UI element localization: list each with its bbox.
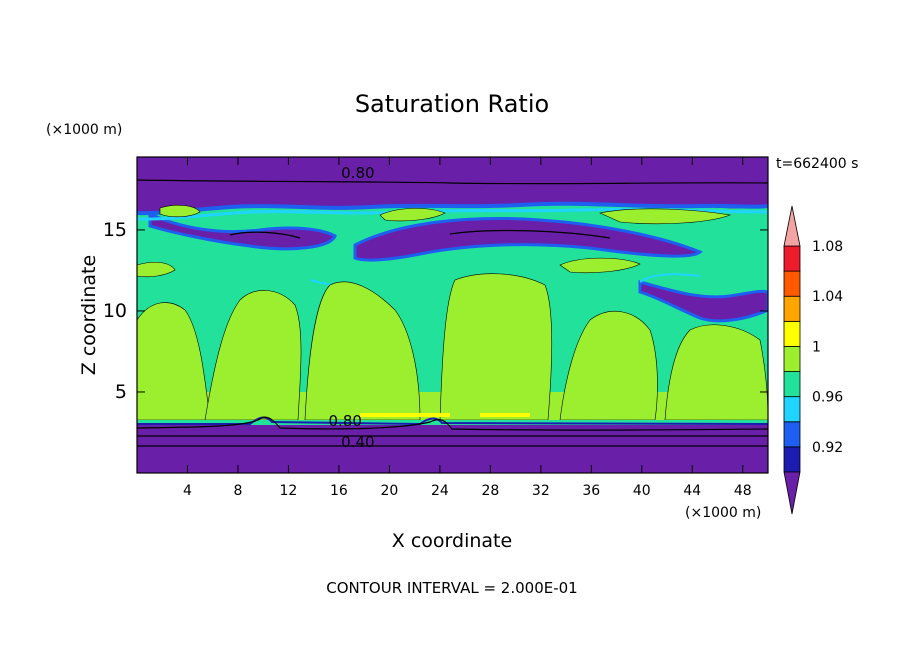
colorbar-label: 1: [812, 339, 821, 355]
time-label: t=662400 s: [776, 156, 858, 172]
colorbar: 1.08 1.04 1 0.96 0.92: [783, 205, 843, 515]
x-tick-label: 28: [481, 483, 499, 499]
colorbar-label: 0.92: [812, 440, 843, 456]
boundary-dry-layer: [137, 425, 768, 473]
upper-moist-patch-3: [599, 208, 732, 225]
colorbar-swatch: [783, 421, 801, 448]
super-saturated-strip-2: [480, 413, 530, 417]
tower-3: [304, 281, 421, 421]
colorbar-swatch: [783, 270, 801, 297]
upper-moist-patch-1: [159, 204, 201, 218]
y-axis: 5 10 15: [103, 219, 768, 403]
contour-field: [137, 157, 768, 473]
y-tick-label: 5: [115, 381, 127, 403]
colorbar-min-arrow: [783, 471, 801, 515]
x-tick-label: 48: [734, 483, 752, 499]
x-axis: 4 8 12 16 20 24 28 32 36 40 44 48: [183, 157, 752, 499]
colorbar-swatch: [783, 346, 801, 372]
x-tick-label: 36: [582, 483, 600, 499]
colorbar-swatch: [783, 320, 801, 347]
contour-label-top: 0.80: [341, 164, 374, 182]
contour-label-low-080: 0.80: [329, 412, 362, 430]
contour-lines: [137, 179, 768, 448]
convective-towers: [137, 204, 768, 421]
dry-tongue-center: [353, 216, 703, 262]
upper-moist-patch-2: [379, 208, 446, 222]
colorbar-swatch: [783, 371, 801, 398]
contour-interval-note: CONTOUR INTERVAL = 2.000E-01: [326, 579, 577, 597]
x-tick-label: 40: [633, 483, 651, 499]
colorbar-label: 1.04: [812, 289, 843, 305]
x-tick-label: 16: [330, 483, 348, 499]
x-tick-label: 12: [280, 483, 298, 499]
x-unit-label: (×1000 m): [685, 505, 761, 521]
x-tick-label: 32: [532, 483, 550, 499]
dry-tongue-left: [148, 211, 337, 251]
colorbar-max-arrow: [783, 205, 801, 247]
colorbar-swatch: [783, 396, 801, 423]
colorbar-swatch: [783, 446, 801, 473]
tower-1: [137, 302, 211, 421]
y-tick-label: 15: [103, 219, 127, 241]
contour-080-low: [137, 416, 768, 431]
dry-tongue-right: [638, 280, 768, 323]
blue-fringe-top: [137, 201, 768, 216]
contour-080-top: [137, 179, 768, 185]
y-tick-label: 10: [103, 300, 127, 322]
colorbar-label: 1.08: [812, 239, 843, 255]
upper-moist-patch-4: [137, 261, 176, 278]
contour-labels: 0.80 0.80 0.40: [329, 164, 375, 451]
chart-title: Saturation Ratio: [355, 90, 549, 118]
plot-frame: [136, 156, 769, 474]
x-tick-label: 20: [380, 483, 398, 499]
colorbar-label: 0.96: [812, 390, 843, 406]
colorbar-swatch: [783, 245, 801, 272]
y-unit-label: (×1000 m): [46, 122, 122, 138]
y-axis-title: Z coordinate: [78, 255, 100, 375]
x-axis-title: X coordinate: [392, 530, 512, 552]
upper-dry-layer: [137, 157, 768, 215]
x-tick-label: 8: [233, 483, 242, 499]
super-saturated-strip-1: [360, 413, 450, 417]
tower-5: [559, 311, 658, 421]
x-tick-label: 4: [183, 483, 192, 499]
tower-6: [664, 324, 768, 421]
x-tick-label: 44: [683, 483, 701, 499]
upper-moist-patch-5: [559, 257, 641, 274]
contour-dry-core-1: [229, 231, 301, 239]
contour-dry-core-2: [449, 229, 611, 239]
tower-2: [204, 290, 302, 421]
tower-4: [439, 273, 553, 421]
contour-label-low-040: 0.40: [341, 433, 374, 451]
colorbar-swatch: [783, 295, 801, 322]
x-tick-label: 24: [431, 483, 449, 499]
